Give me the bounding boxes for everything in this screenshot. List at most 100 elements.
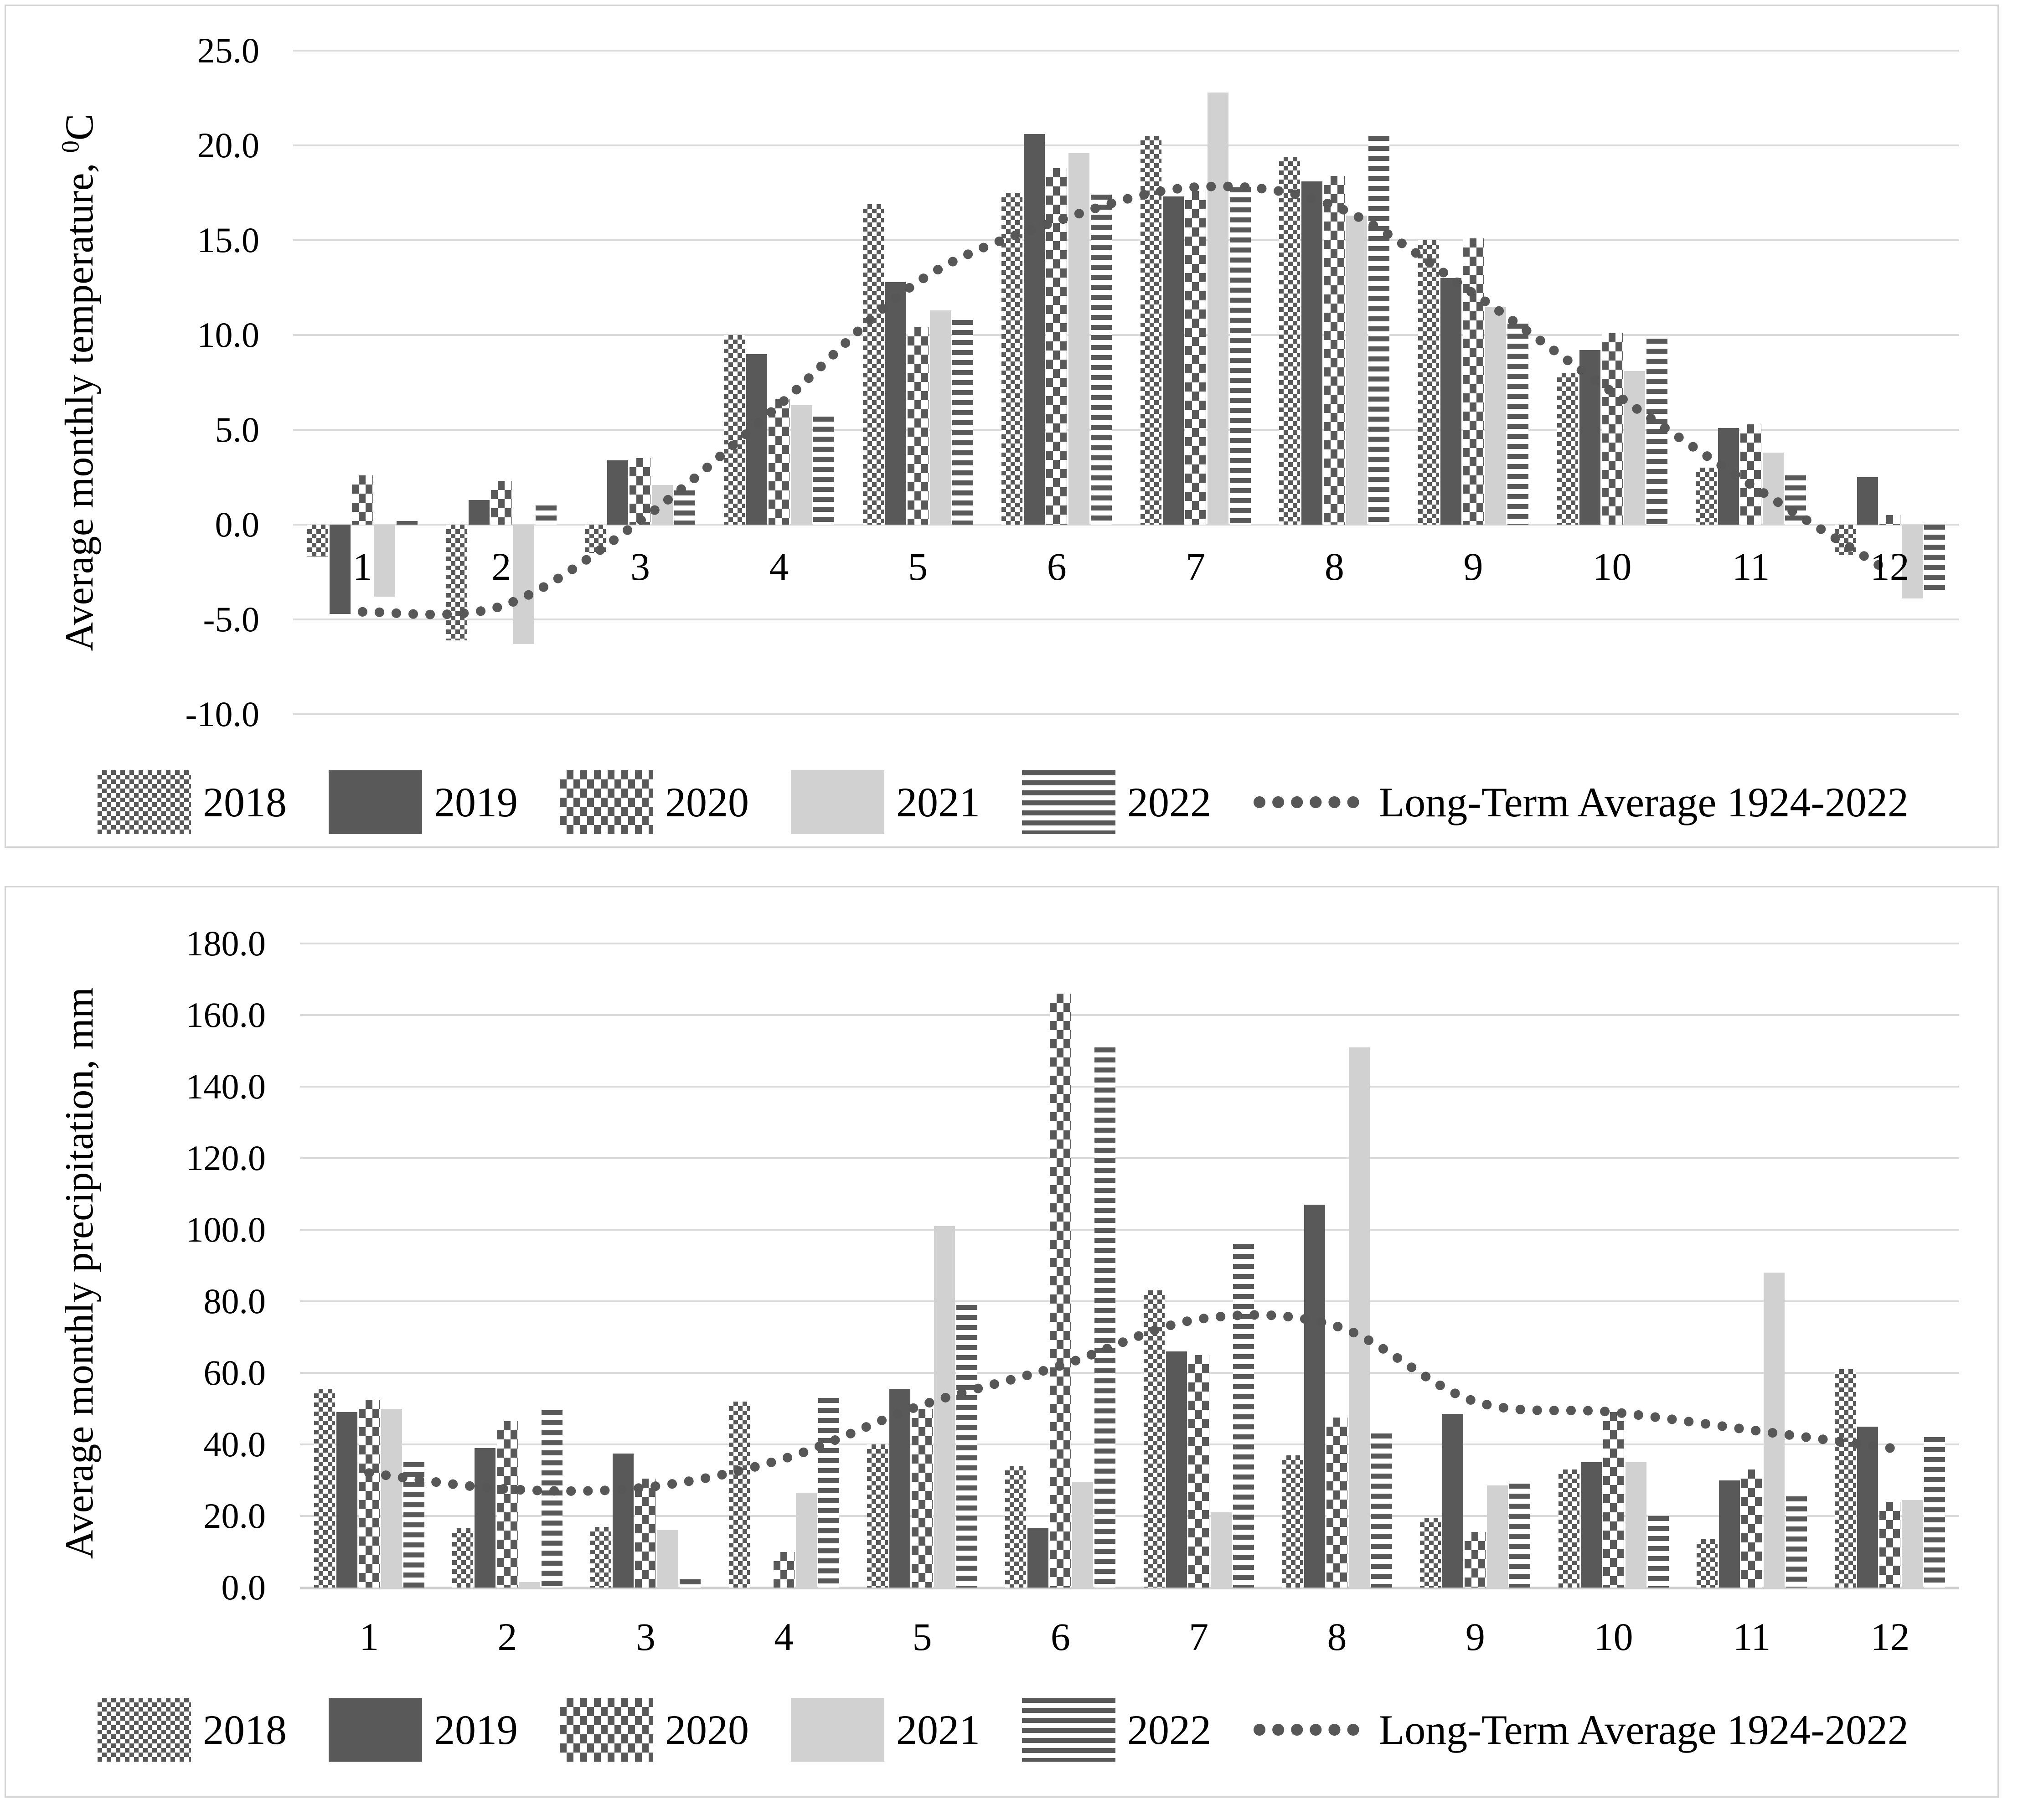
temperature-legend-label-2019: 2019 bbox=[434, 779, 518, 825]
temperature-bar-2021-month-6 bbox=[1068, 153, 1090, 525]
temperature-legend: 2018 2019 2020 2021 2022 Long-Term Average 19… bbox=[6, 769, 2000, 835]
temperature-bar-2019-month-6 bbox=[1024, 134, 1045, 525]
precipitation-bar-2018-month-9 bbox=[1420, 1517, 1441, 1588]
precipitation-y-tick-label: 40.0 bbox=[203, 1424, 266, 1464]
temperature-bar-2020-month-9 bbox=[1462, 238, 1484, 525]
temperature-legend-item-2020: 2020 bbox=[560, 770, 749, 834]
precipitation-x-axis-label-1: 1 bbox=[359, 1615, 379, 1659]
temperature-bar-2018-month-10 bbox=[1557, 373, 1578, 525]
temperature-gridline--10.0 bbox=[293, 713, 1959, 715]
precipitation-legend-label-2022: 2022 bbox=[1127, 1707, 1212, 1753]
precipitation-bar-2022-month-1 bbox=[403, 1462, 424, 1588]
temperature-bar-2020-month-12 bbox=[1879, 515, 1900, 525]
temperature-legend-label-2021: 2021 bbox=[896, 779, 981, 825]
temperature-bar-2019-month-9 bbox=[1440, 278, 1461, 525]
temperature-legend-swatch-2018 bbox=[98, 770, 191, 834]
precipitation-gridline-0.0 bbox=[300, 1587, 1959, 1589]
temperature-bar-2018-month-4 bbox=[724, 335, 745, 525]
precipitation-bar-2022-month-5 bbox=[956, 1304, 977, 1588]
precipitation-bar-2018-month-3 bbox=[590, 1526, 612, 1588]
precipitation-y-tick-label: 80.0 bbox=[203, 1281, 266, 1321]
precipitation-bar-2020-month-6 bbox=[1050, 993, 1071, 1588]
precipitation-legend-label-long-term-average: Long-Term Average 1924-2022 bbox=[1379, 1707, 1909, 1753]
temperature-bar-2019-month-7 bbox=[1162, 196, 1184, 525]
temperature-legend-label-2018: 2018 bbox=[203, 779, 287, 825]
precipitation-legend-label-2021: 2021 bbox=[896, 1707, 981, 1753]
temperature-bar-2020-month-6 bbox=[1046, 168, 1068, 525]
precipitation-bar-2019-month-2 bbox=[475, 1448, 495, 1588]
temperature-bar-2021-month-8 bbox=[1346, 215, 1368, 525]
precipitation-legend-swatch-2018 bbox=[98, 1698, 191, 1762]
precipitation-bar-2018-month-1 bbox=[314, 1389, 335, 1588]
temperature-bar-2019-month-2 bbox=[468, 500, 490, 525]
precipitation-legend-label-2020: 2020 bbox=[665, 1707, 749, 1753]
precipitation-legend-swatch-2022 bbox=[1022, 1698, 1116, 1762]
temperature-x-axis-label-9: 9 bbox=[1463, 545, 1483, 588]
temperature-x-axis-label-7: 7 bbox=[1186, 545, 1206, 588]
temperature-x-axis-label-12: 12 bbox=[1870, 545, 1909, 588]
precipitation-legend-item-long-term-average: Long-Term Average 1924-2022 bbox=[1253, 1706, 1909, 1754]
temperature-bar-2019-month-8 bbox=[1301, 181, 1323, 525]
precipitation-legend-label-2019: 2019 bbox=[434, 1707, 518, 1753]
temperature-bar-2022-month-7 bbox=[1229, 187, 1251, 525]
temperature-legend-item-2021: 2021 bbox=[791, 770, 980, 834]
temperature-bar-2018-month-5 bbox=[862, 204, 884, 525]
precipitation-gridline-160.0 bbox=[300, 1014, 1959, 1016]
temperature-bar-2021-month-12 bbox=[1901, 525, 1923, 599]
temperature-x-axis-label-5: 5 bbox=[908, 545, 928, 588]
temperature-legend-label-2022: 2022 bbox=[1127, 779, 1212, 825]
precipitation-gridline-20.0 bbox=[300, 1515, 1959, 1517]
temperature-bar-2020-month-5 bbox=[907, 327, 929, 525]
precipitation-legend-swatch-2019 bbox=[329, 1698, 423, 1762]
precipitation-gridline-180.0 bbox=[300, 943, 1959, 944]
precipitation-y-axis-title: Average monthly precipitation, mm bbox=[41, 726, 119, 1820]
precipitation-bar-2018-month-6 bbox=[1005, 1466, 1027, 1588]
precipitation-gridline-80.0 bbox=[300, 1300, 1959, 1302]
temperature-chart-panel: Average monthly temperature, 0C 25.0 20.0… bbox=[5, 5, 1999, 848]
precipitation-x-axis-label-11: 11 bbox=[1733, 1615, 1771, 1659]
temperature-gridline--5.0 bbox=[293, 619, 1959, 620]
temperature-y-tick-label: -10.0 bbox=[185, 694, 259, 734]
precipitation-bar-2018-month-11 bbox=[1697, 1539, 1718, 1588]
precipitation-y-tick-label: 140.0 bbox=[186, 1067, 266, 1106]
temperature-legend-item-2022: 2022 bbox=[1022, 770, 1211, 834]
precipitation-bar-2021-month-10 bbox=[1625, 1462, 1646, 1588]
temperature-gridline-10.0 bbox=[293, 334, 1959, 336]
precipitation-legend-item-2018: 2018 bbox=[98, 1698, 287, 1762]
temperature-bar-2018-month-11 bbox=[1696, 468, 1717, 525]
precipitation-legend-swatch-2020 bbox=[560, 1698, 654, 1762]
temperature-legend-swatch-2020 bbox=[560, 770, 654, 834]
precipitation-x-axis-label-2: 2 bbox=[497, 1615, 517, 1659]
precipitation-bar-2018-month-2 bbox=[452, 1528, 473, 1588]
temperature-x-axis-label-8: 8 bbox=[1324, 545, 1344, 588]
precipitation-bar-2021-month-11 bbox=[1764, 1273, 1785, 1588]
temperature-gridline-25.0 bbox=[293, 50, 1959, 52]
precipitation-bar-2020-month-4 bbox=[773, 1552, 795, 1588]
precipitation-gridline-140.0 bbox=[300, 1086, 1959, 1088]
temperature-bar-2021-month-5 bbox=[929, 310, 951, 525]
precipitation-bar-2019-month-6 bbox=[1027, 1528, 1049, 1588]
precipitation-bar-2020-month-9 bbox=[1465, 1532, 1486, 1588]
precipitation-bar-2020-month-2 bbox=[497, 1421, 518, 1588]
temperature-x-axis-label-3: 3 bbox=[630, 545, 650, 588]
temperature-bar-2022-month-5 bbox=[952, 320, 973, 525]
temperature-bar-2022-month-6 bbox=[1091, 195, 1112, 525]
precipitation-bar-2021-month-1 bbox=[381, 1408, 402, 1588]
temperature-bar-2021-month-7 bbox=[1207, 92, 1228, 525]
precipitation-legend-item-2022: 2022 bbox=[1022, 1698, 1211, 1762]
precipitation-x-axis-label-4: 4 bbox=[774, 1615, 794, 1659]
temperature-gridline-15.0 bbox=[293, 239, 1959, 241]
precipitation-bar-2019-month-9 bbox=[1442, 1414, 1464, 1588]
temperature-bar-2020-month-11 bbox=[1740, 424, 1762, 525]
precipitation-legend-item-2019: 2019 bbox=[329, 1698, 518, 1762]
precipitation-chart-panel: Average monthly precipitation, mm 180.0 1… bbox=[5, 886, 1999, 1798]
precipitation-bar-2021-month-4 bbox=[795, 1492, 817, 1588]
temperature-bar-2019-month-12 bbox=[1857, 477, 1878, 525]
precipitation-x-axis-label-9: 9 bbox=[1465, 1615, 1485, 1659]
temperature-x-axis-label-11: 11 bbox=[1732, 545, 1770, 588]
temperature-bar-2020-month-2 bbox=[490, 481, 512, 525]
temperature-bar-2019-month-10 bbox=[1579, 350, 1600, 525]
precipitation-bar-2021-month-2 bbox=[519, 1582, 540, 1588]
temperature-bar-2021-month-11 bbox=[1763, 452, 1784, 525]
precipitation-bar-2022-month-10 bbox=[1647, 1516, 1669, 1588]
